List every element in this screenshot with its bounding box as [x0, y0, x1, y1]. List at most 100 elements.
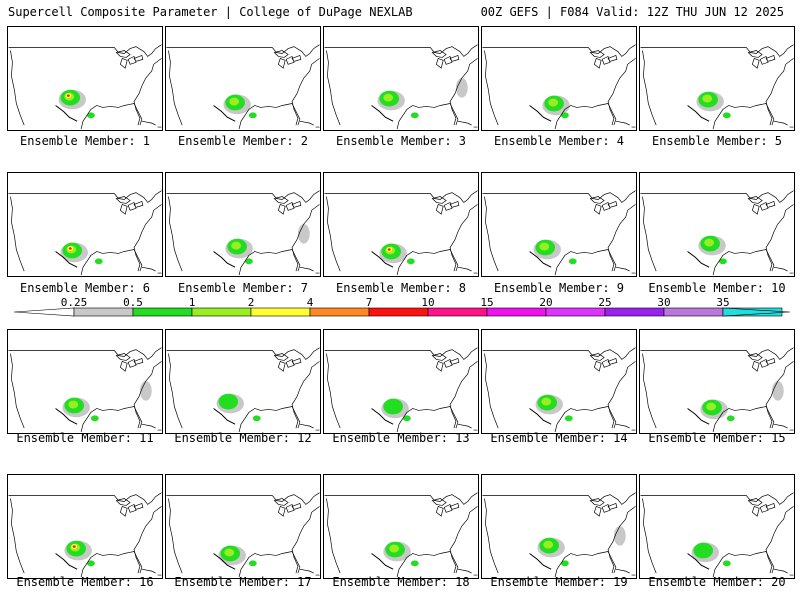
colorbar-segment: [132, 307, 193, 317]
field-blob: [410, 560, 419, 567]
member-label: Ensemble Member: 10: [648, 281, 786, 295]
colorbar-tick-label: 35: [716, 296, 729, 309]
us-map: [640, 492, 794, 578]
us-map: [166, 190, 320, 276]
colorbar-tick-label: 15: [480, 296, 493, 309]
field-blob: [244, 258, 253, 265]
us-map: [482, 347, 636, 433]
colorbar-segment: [663, 307, 724, 317]
ensemble-map-panel: [165, 474, 321, 579]
field-blob: [68, 400, 79, 409]
ensemble-map-panel: [639, 172, 795, 277]
field-blob: [771, 381, 784, 401]
field-blob: [72, 545, 76, 548]
us-map: [8, 44, 162, 130]
member-label: Ensemble Member: 5: [651, 134, 783, 148]
us-map: [166, 44, 320, 130]
colorbar-segment: [486, 307, 547, 317]
field-blob: [248, 112, 257, 119]
ensemble-map-panel: [323, 329, 479, 434]
field-blob: [406, 258, 415, 265]
field-blob: [560, 560, 569, 567]
colorbar-legend: 0.25 0.5 1 2 4 7 10 15 20 25 30 35: [13, 296, 791, 320]
field-blob: [560, 112, 569, 119]
colorbar-right-end: [722, 307, 791, 317]
colorbar-segment: [309, 307, 370, 317]
us-map: [482, 190, 636, 276]
colorbar-segment: [604, 307, 665, 317]
us-map: [482, 44, 636, 130]
member-label: Ensemble Member: 2: [177, 134, 309, 148]
field-blob: [389, 544, 400, 553]
ensemble-map-panel: [7, 26, 163, 131]
colorbar-svg: 0.25 0.5 1 2 4 7 10 15 20 25 30 35: [13, 296, 791, 317]
ensemble-map-panel: [165, 172, 321, 277]
ensemble-map-panel: [639, 474, 795, 579]
field-blob: [718, 258, 727, 265]
ensemble-map-panel: [323, 474, 479, 579]
member-label: Ensemble Member: 17: [174, 575, 312, 589]
member-label: Ensemble Member: 12: [174, 431, 312, 445]
colorbar-segment: [250, 307, 311, 317]
ensemble-map-panel: [7, 329, 163, 434]
colorbar-segment: [368, 307, 429, 317]
field-blob: [568, 258, 577, 265]
colorbar-tick-label: 0.5: [123, 296, 143, 309]
ensemble-map-panel: [323, 26, 479, 131]
field-blob: [693, 542, 714, 559]
us-map: [482, 492, 636, 578]
field-blob: [229, 97, 240, 106]
member-label: Ensemble Member: 4: [493, 134, 625, 148]
field-blob: [455, 78, 468, 98]
ensemble-map-panel: [481, 172, 637, 277]
field-blob: [613, 526, 626, 546]
field-blob: [66, 94, 70, 97]
member-label: Ensemble Member: 13: [332, 431, 470, 445]
member-label: Ensemble Member: 14: [490, 431, 628, 445]
field-blob: [387, 248, 391, 251]
us-map: [640, 44, 794, 130]
ensemble-map-panel: [481, 26, 637, 131]
member-label: Ensemble Member: 19: [490, 575, 628, 589]
field-blob: [564, 415, 573, 422]
field-blob: [218, 393, 239, 410]
header-title: Supercell Composite Parameter | College …: [8, 5, 413, 19]
ensemble-map-panel: [639, 329, 795, 434]
field-blob: [548, 98, 559, 107]
member-label: Ensemble Member: 11: [16, 431, 154, 445]
ensemble-map-panel: [7, 474, 163, 579]
member-label: Ensemble Member: 20: [648, 575, 786, 589]
colorbar-segment: [191, 307, 252, 317]
field-blob: [231, 241, 242, 250]
colorbar-tick-label: 2: [248, 296, 255, 309]
member-label: Ensemble Member: 7: [177, 281, 309, 295]
colorbar-tick-label: 7: [366, 296, 373, 309]
field-blob: [706, 402, 717, 411]
us-map: [324, 347, 478, 433]
us-map: [8, 347, 162, 433]
field-blob: [541, 397, 552, 406]
field-blob: [383, 93, 394, 102]
field-blob: [539, 242, 550, 251]
field-blob: [86, 560, 95, 567]
field-blob: [383, 398, 403, 415]
us-map: [166, 347, 320, 433]
field-blob: [252, 415, 261, 422]
colorbar-segment: [427, 307, 488, 317]
colorbar-tick-label: 10: [421, 296, 434, 309]
ensemble-map-panel: [639, 26, 795, 131]
field-blob: [410, 112, 419, 119]
colorbar-left-end: [13, 307, 75, 317]
ensemble-map-panel: [481, 329, 637, 434]
field-blob: [722, 112, 731, 119]
ensemble-map-panel: [323, 172, 479, 277]
header-valid-time: 00Z GEFS | F084 Valid: 12Z THU JUN 12 20…: [480, 5, 784, 19]
field-blob: [90, 415, 99, 422]
field-blob: [139, 381, 152, 401]
colorbar-tick-label: 4: [307, 296, 314, 309]
member-label: Ensemble Member: 8: [335, 281, 467, 295]
colorbar-tick-label: 1: [189, 296, 196, 309]
member-label: Ensemble Member: 15: [648, 431, 786, 445]
member-label: Ensemble Member: 6: [19, 281, 151, 295]
field-blob: [543, 540, 554, 549]
